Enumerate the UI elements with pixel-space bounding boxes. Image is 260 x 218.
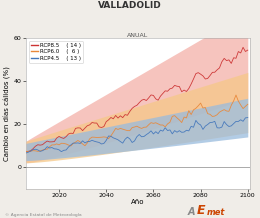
Text: © Agencia Estatal de Meteorología: © Agencia Estatal de Meteorología (5, 213, 82, 217)
Text: E: E (196, 204, 205, 217)
Text: met: met (207, 208, 225, 217)
Title: ANUAL: ANUAL (127, 33, 149, 37)
Legend: RCP8.5    ( 14 ), RCP6.0    (  6 ), RCP4.5    ( 13 ): RCP8.5 ( 14 ), RCP6.0 ( 6 ), RCP4.5 ( 13… (29, 41, 83, 63)
Y-axis label: Cambio en días cálidos (%): Cambio en días cálidos (%) (4, 66, 11, 161)
Text: VALLADOLID: VALLADOLID (98, 1, 162, 10)
X-axis label: Año: Año (131, 199, 145, 205)
Text: A: A (187, 207, 195, 217)
